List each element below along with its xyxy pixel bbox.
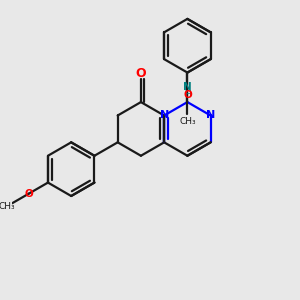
Text: CH₃: CH₃ <box>179 117 196 126</box>
Text: O: O <box>136 67 146 80</box>
Text: N: N <box>206 110 215 121</box>
Text: CH₃: CH₃ <box>0 202 15 211</box>
Text: O: O <box>25 189 33 199</box>
Text: N: N <box>160 110 169 121</box>
Text: O: O <box>183 90 192 100</box>
Text: N: N <box>183 82 192 92</box>
Text: H: H <box>184 89 191 98</box>
